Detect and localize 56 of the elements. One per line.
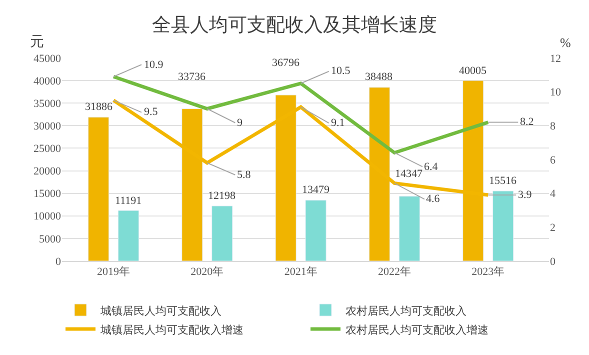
legend-label: 城镇居民人均可支配收入增速	[100, 323, 244, 336]
data-label: 13479	[302, 184, 330, 196]
data-label: 33736	[178, 71, 206, 83]
data-label: 15516	[489, 175, 517, 187]
y-tick-label: 15000	[34, 188, 62, 200]
data-label: 10.5	[331, 65, 351, 77]
bar	[88, 116, 110, 261]
bar	[492, 190, 514, 261]
data-label: 14347	[395, 168, 423, 180]
y2-tick-label: 0	[550, 256, 556, 268]
y2-tick-label: 10	[550, 86, 562, 99]
bar	[212, 206, 233, 261]
y2-tick-label: 6	[550, 154, 556, 166]
data-label: 9	[237, 117, 243, 129]
data-label: 31886	[85, 101, 113, 113]
x-tick-label: 2020年	[190, 266, 224, 278]
data-label: 11191	[115, 195, 142, 207]
legend-label: 农村居民人均可支配收入	[346, 304, 466, 318]
y-tick-label: 20000	[34, 166, 62, 178]
data-label: 40005	[459, 65, 487, 77]
x-tick-label: 2023年	[472, 266, 505, 278]
data-label: 5.8	[237, 169, 252, 181]
bar	[398, 196, 420, 261]
data-label: 36796	[272, 57, 300, 69]
chart-title: 全县人均可支配收入及其增长速度	[152, 14, 437, 36]
data-label: 8.2	[520, 116, 534, 128]
y-tick-label: 40000	[34, 75, 62, 88]
legend-label: 城镇居民人均可支配收入	[100, 304, 222, 318]
x-tick-label: 2021年	[284, 266, 318, 278]
x-tick-label: 2022年	[378, 266, 411, 278]
y2-tick-label: 4	[550, 188, 556, 200]
data-label: 12198	[208, 190, 236, 202]
y-tick-label: 5000	[39, 233, 62, 246]
bar	[305, 200, 326, 261]
data-label: 10.9	[144, 59, 164, 71]
y2-axis-title: %	[560, 35, 571, 50]
data-label: 6.4	[424, 161, 438, 173]
y-tick-label: 10000	[34, 210, 62, 223]
x-tick-label: 2019年	[97, 266, 130, 278]
y-tick-label: 25000	[34, 143, 62, 156]
y-tick-label: 30000	[34, 120, 62, 133]
data-label: 3.9	[518, 189, 532, 201]
bar	[118, 210, 140, 261]
y2-tick-label: 12	[550, 52, 561, 65]
line-series	[112, 74, 490, 154]
data-label: 4.6	[426, 193, 440, 205]
y2-tick-label: 8	[550, 120, 556, 133]
data-label: 9.5	[144, 106, 158, 118]
data-label: 38488	[365, 71, 393, 83]
data-label: 9.1	[331, 117, 345, 129]
y-tick-label: 0	[56, 256, 62, 268]
y-axis-title: 元	[30, 35, 44, 50]
legend-label: 农村居民人均可支配收入增速	[346, 323, 488, 336]
y-tick-label: 35000	[34, 98, 62, 110]
y2-tick-label: 2	[550, 222, 556, 234]
y-tick-label: 45000	[34, 52, 62, 65]
